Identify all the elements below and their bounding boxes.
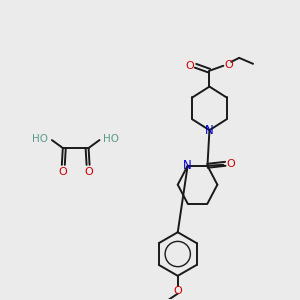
Text: O: O xyxy=(58,167,67,177)
Text: HO: HO xyxy=(103,134,119,144)
Text: O: O xyxy=(224,60,233,70)
Text: O: O xyxy=(173,286,182,296)
Text: O: O xyxy=(185,61,194,71)
Text: N: N xyxy=(205,124,214,137)
Text: HO: HO xyxy=(32,134,48,144)
Text: O: O xyxy=(227,159,236,169)
Text: O: O xyxy=(84,167,93,177)
Text: N: N xyxy=(183,159,192,172)
